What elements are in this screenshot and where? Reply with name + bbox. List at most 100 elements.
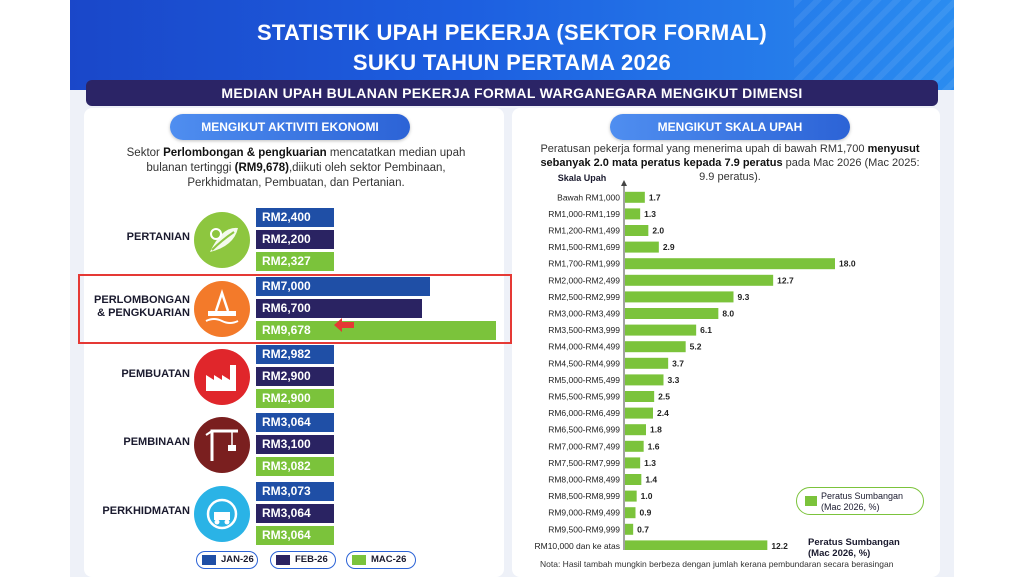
chart-data-label: 2.0 bbox=[652, 226, 664, 236]
chart-data-label: 1.3 bbox=[644, 458, 656, 468]
chart-bar bbox=[625, 407, 653, 419]
chart-category-label: Bawah RM1,000 bbox=[557, 192, 620, 202]
chart-legend-label: Peratus Sumbangan (Mac 2026, %) bbox=[821, 491, 904, 512]
chart-bar bbox=[625, 191, 645, 203]
legend-feb: FEB-26 bbox=[270, 551, 336, 569]
highlight-box bbox=[78, 274, 512, 344]
legend-jan: JAN-26 bbox=[196, 551, 258, 569]
agriculture-icon bbox=[194, 212, 250, 268]
left-description: Sektor Perlombongan & pengkuarian mencat… bbox=[126, 147, 466, 189]
legend-mac-label: MAC-26 bbox=[371, 554, 407, 565]
chart-category-label: RM10,000 dan ke atas bbox=[534, 541, 620, 550]
legend-feb-label: FEB-26 bbox=[295, 554, 328, 565]
chart-data-label: 1.0 bbox=[641, 491, 653, 501]
chart-bar bbox=[625, 291, 734, 303]
chart-data-label: 5.2 bbox=[690, 342, 702, 352]
chart-bar bbox=[625, 225, 649, 236]
chart-category-label: RM1,200-RM1,499 bbox=[548, 226, 620, 236]
sector-label-0: PERTANIAN bbox=[126, 231, 190, 243]
factory-icon bbox=[194, 349, 250, 405]
chart-data-label: 2.9 bbox=[663, 242, 675, 252]
chart-category-label: RM7,500-RM7,999 bbox=[548, 458, 620, 468]
chart-bar bbox=[625, 341, 686, 353]
chart-bar bbox=[625, 357, 669, 369]
wage-bar-1-feb: RM6,700 bbox=[256, 299, 422, 318]
wage-scale-bar-chart: Skala Upah Bawah RM1,000 1.7 RM1,000-RM1,19… bbox=[534, 173, 856, 550]
chart-category-label: RM9,500-RM9,999 bbox=[548, 524, 620, 534]
sector-label-3: PEMBINAAN bbox=[123, 436, 190, 448]
chart-category-label: RM2,000-RM2,499 bbox=[548, 275, 620, 285]
chart-bar bbox=[625, 490, 637, 502]
chart-bar bbox=[625, 258, 835, 270]
legend-mac: MAC-26 bbox=[346, 551, 416, 569]
chart-legend: Peratus Sumbangan (Mac 2026, %) bbox=[796, 487, 924, 515]
wage-bar-4-mac: RM3,064 bbox=[256, 526, 334, 545]
chart-data-label: 2.4 bbox=[657, 408, 669, 418]
chart-data-label: 0.7 bbox=[637, 524, 649, 534]
chart-bar bbox=[625, 523, 634, 535]
wage-bar-1-jan: RM7,000 bbox=[256, 277, 430, 296]
wage-bar-3-jan: RM3,064 bbox=[256, 413, 334, 432]
wage-bar-3-feb: RM3,100 bbox=[256, 435, 334, 454]
wage-bar-2-mac: RM2,900 bbox=[256, 389, 334, 408]
chart-data-label: 12.7 bbox=[777, 275, 794, 285]
right-description: Peratusan pekerja formal yang menerima u… bbox=[540, 143, 920, 183]
chart-data-label: 2.5 bbox=[658, 392, 670, 402]
page-title-line1: STATISTIK UPAH PEKERJA (SEKTOR FORMAL) bbox=[256, 20, 768, 45]
banner-decoration bbox=[794, 0, 954, 90]
legend-jan-label: JAN-26 bbox=[221, 554, 254, 565]
chart-category-label: RM1,500-RM1,699 bbox=[548, 242, 620, 252]
wage-bar-1-mac: RM9,678 bbox=[256, 321, 496, 340]
wage-bar-2-feb: RM2,900 bbox=[256, 367, 334, 386]
chart-bar bbox=[625, 241, 659, 253]
legend-mac-swatch bbox=[352, 555, 366, 565]
chart-category-label: RM2,500-RM2,999 bbox=[548, 292, 620, 302]
oil-rig-icon bbox=[194, 281, 250, 337]
right-panel: MENGIKUT SKALA UPAH Peratusan pekerja fo… bbox=[512, 108, 940, 577]
sector-label-2: PEMBUATAN bbox=[121, 368, 190, 380]
services-icon bbox=[194, 486, 250, 542]
highlight-arrow-icon bbox=[334, 318, 354, 332]
chart-data-label: 1.3 bbox=[644, 209, 656, 219]
chart-category-label: RM9,000-RM9,499 bbox=[548, 508, 620, 518]
chart-category-label: RM6,500-RM6,999 bbox=[548, 425, 620, 435]
chart-bar bbox=[625, 208, 641, 220]
chart-category-label: RM6,000-RM6,499 bbox=[548, 408, 620, 418]
chart-bar bbox=[625, 274, 774, 286]
chart-bar bbox=[625, 374, 664, 386]
chart-category-label: RM1,700-RM1,999 bbox=[548, 259, 620, 269]
page-title-line2: SUKU TAHUN PERTAMA 2026 bbox=[352, 50, 672, 75]
wage-bar-4-feb: RM3,064 bbox=[256, 504, 334, 523]
chart-data-label: 6.1 bbox=[700, 325, 712, 335]
chart-category-label: RM1,000-RM1,199 bbox=[548, 209, 620, 219]
chart-x-axis-label: Peratus Sumbangan (Mac 2026, %) bbox=[808, 537, 900, 559]
wage-bar-0-feb: RM2,200 bbox=[256, 230, 334, 249]
chart-y-axis-arrow-icon bbox=[621, 180, 627, 186]
chart-category-label: RM4,500-RM4,999 bbox=[548, 358, 620, 368]
chart-bar bbox=[625, 474, 642, 485]
chart-category-label: RM8,500-RM8,999 bbox=[548, 491, 620, 501]
chart-data-label: 3.3 bbox=[668, 375, 680, 385]
chart-note: Nota: Hasil tambah mungkin berbeza denga… bbox=[540, 559, 894, 569]
chart-category-label: RM3,000-RM3,499 bbox=[548, 309, 620, 319]
chart-category-label: RM4,000-RM4,499 bbox=[548, 342, 620, 352]
chart-data-label: 1.6 bbox=[648, 441, 660, 451]
chart-bar bbox=[625, 457, 641, 469]
chart-data-label: 1.8 bbox=[650, 425, 662, 435]
sector-label-1: PERLOMBONGAN & PENGKUARIAN bbox=[94, 294, 190, 319]
chart-category-label: RM8,000-RM8,499 bbox=[548, 475, 620, 485]
chart-bar bbox=[625, 391, 655, 402]
wage-bar-0-jan: RM2,400 bbox=[256, 208, 334, 227]
crane-icon bbox=[194, 417, 250, 473]
chart-data-label: 18.0 bbox=[839, 259, 856, 269]
wage-scale-pill: MENGIKUT SKALA UPAH bbox=[610, 114, 850, 140]
chart-category-label: RM5,000-RM5,499 bbox=[548, 375, 620, 385]
chart-data-label: 1.4 bbox=[645, 475, 657, 485]
wage-bar-0-mac: RM2,327 bbox=[256, 252, 334, 271]
subtitle-bar: MEDIAN UPAH BULANAN PEKERJA FORMAL WARGA… bbox=[86, 80, 938, 106]
legend-feb-swatch bbox=[276, 555, 290, 565]
wage-bar-4-jan: RM3,073 bbox=[256, 482, 334, 501]
chart-bar bbox=[625, 440, 644, 452]
chart-data-label: 8.0 bbox=[722, 309, 734, 319]
sector-label-4: PERKHIDMATAN bbox=[102, 505, 190, 517]
